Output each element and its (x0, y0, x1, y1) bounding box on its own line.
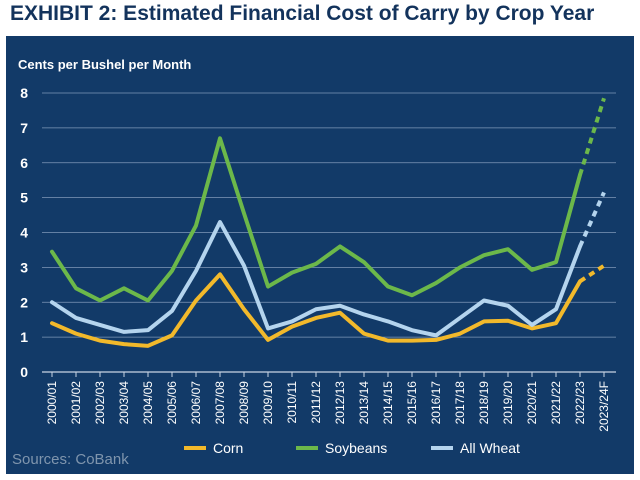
x-tick-label: 2013/14 (357, 381, 371, 425)
x-tick-label: 2021/22 (549, 381, 563, 425)
chart-title: EXHIBIT 2: Estimated Financial Cost of C… (10, 2, 595, 25)
legend-label-all-wheat: All Wheat (460, 440, 520, 456)
y-tick-label: 8 (20, 85, 28, 101)
x-tick-label: 2001/02 (69, 381, 83, 425)
x-tick-label: 2002/03 (93, 381, 107, 425)
x-tick-label: 2022/23 (573, 381, 587, 425)
x-tick-label: 2019/20 (501, 381, 515, 425)
x-tick-label: 2023/24F (597, 381, 611, 432)
sources-note: Sources: CoBank (12, 451, 129, 468)
x-tick-label: 2009/10 (261, 381, 275, 425)
x-tick-label: 2006/07 (189, 381, 203, 425)
x-tick-label: 2016/17 (429, 381, 443, 425)
x-tick-label: 2010/11 (285, 381, 299, 424)
y-tick-label: 1 (20, 329, 28, 345)
x-tick-label: 2020/21 (525, 381, 539, 425)
legend-label-soybeans: Soybeans (325, 440, 387, 456)
x-tick-label: 2003/04 (117, 381, 131, 425)
x-tick-label: 2014/15 (381, 381, 395, 425)
x-tick-label: 2008/09 (237, 381, 251, 425)
x-tick-label: 2000/01 (45, 381, 59, 425)
series-forecast-corn (578, 263, 606, 283)
x-tick-label: 2007/08 (213, 381, 227, 425)
series-forecast-all-wheat (578, 191, 606, 248)
y-axis-label: Cents per Bushel per Month (18, 57, 191, 72)
y-tick-label: 3 (20, 259, 28, 275)
x-tick-label: 2005/06 (165, 381, 179, 425)
y-tick-label: 0 (20, 364, 28, 380)
series-line-corn (50, 272, 582, 348)
series-forecast-soybeans (578, 97, 606, 176)
x-tick-label: 2004/05 (141, 381, 155, 425)
chart-panel: Cents per Bushel per Month 0 1 2 3 4 5 6 7 8 200… (6, 36, 634, 474)
x-tick-label: 2018/19 (477, 381, 491, 425)
series-line-soybeans (50, 136, 582, 303)
y-tick-label: 5 (20, 190, 28, 206)
legend-label-corn: Corn (213, 440, 243, 456)
x-tick-label: 2011/12 (309, 381, 323, 424)
y-tick-label: 4 (20, 225, 28, 241)
series-line-all-wheat (50, 220, 582, 338)
y-tick-label: 7 (20, 120, 28, 136)
y-tick-label: 6 (20, 155, 28, 171)
line-chart: Cents per Bushel per Month 0 1 2 3 4 5 6 7 8 200… (18, 57, 616, 456)
y-tick-label: 2 (20, 294, 28, 310)
x-tick-label: 2012/13 (333, 381, 347, 425)
x-tick-label: 2017/18 (453, 381, 467, 425)
x-tick-label: 2015/16 (405, 381, 419, 425)
